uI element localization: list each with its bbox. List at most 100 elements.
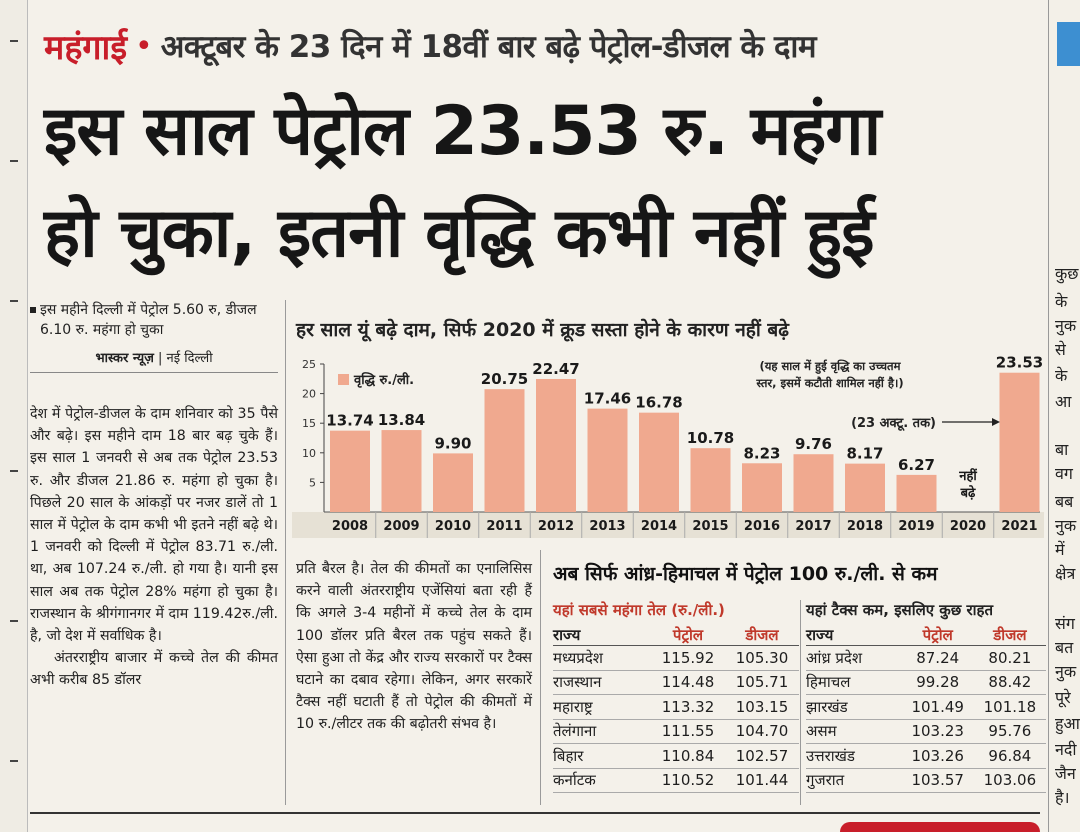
adjacent-text-fragment: वग xyxy=(1055,464,1073,483)
adjacent-text-fragment: नुक xyxy=(1055,316,1077,335)
bar-value-label: 16.78 xyxy=(635,394,682,412)
article-column-2: प्रति बैरल है। तेल की कीमतों का एनालिसिस… xyxy=(296,561,532,733)
cell-petrol: 111.55 xyxy=(661,722,715,741)
adjacent-text-fragment: संग xyxy=(1055,614,1075,633)
cell-state: मध्यप्रदेश xyxy=(553,648,604,667)
table-header-row: राज्य पेट्रोल डीजल xyxy=(806,624,1046,646)
cell-diesel: 96.84 xyxy=(988,746,1032,765)
y-tick-label: 20 xyxy=(302,388,316,401)
x-tick-label: 2021 xyxy=(1001,519,1037,534)
adjacent-text-fragment: जैन xyxy=(1055,764,1076,783)
table-row: बिहार 110.84 102.57 xyxy=(553,744,799,769)
next-story-tag xyxy=(840,822,1040,832)
x-tick-label: 2015 xyxy=(692,519,728,534)
cell-diesel: 105.71 xyxy=(735,673,789,692)
table-row: गुजरात 103.57 103.06 xyxy=(806,769,1046,793)
byline-city: नई दिल्ली xyxy=(166,351,213,366)
adjacent-text-fragment: बा xyxy=(1055,440,1069,459)
article-column-1: देश में पेट्रोल-डीजल के दाम शनिवार को 35… xyxy=(30,403,278,692)
chart-callout: (23 अक्टू. तक) xyxy=(851,416,936,431)
header-state: राज्य xyxy=(806,625,834,644)
costly-table-caption: यहां सबसे महंगा तेल (रु./ली.) xyxy=(553,601,725,619)
cell-diesel: 105.30 xyxy=(735,648,789,667)
adjacent-text-fragment: बब xyxy=(1055,492,1074,511)
bar xyxy=(381,430,422,512)
cell-state: गुजरात xyxy=(806,771,845,790)
cell-diesel: 101.44 xyxy=(735,771,789,790)
x-tick-label: 2012 xyxy=(538,519,574,534)
table-row: आंध्र प्रदेश 87.24 80.21 xyxy=(806,646,1046,671)
bar-value-label: 10.78 xyxy=(687,429,734,447)
table-row: कर्नाटक 110.52 101.44 xyxy=(553,769,799,793)
table-header-row: राज्य पेट्रोल डीजल xyxy=(553,624,799,646)
bar xyxy=(330,430,370,512)
adjacent-text-fragment: क्षेत्र xyxy=(1055,564,1076,583)
y-tick-label: 15 xyxy=(302,417,316,430)
summary-box: इस महीने दिल्ली में पेट्रोल 5.60 रु, डीज… xyxy=(30,300,278,373)
cell-state: असम xyxy=(806,722,837,741)
table-row: झारखंड 101.49 101.18 xyxy=(806,695,1046,720)
callout-arrowhead xyxy=(992,418,1000,426)
table-row: राजस्थान 114.48 105.71 xyxy=(553,671,799,695)
bar xyxy=(793,454,834,512)
cell-petrol: 103.26 xyxy=(911,746,964,765)
x-tick-label: 2014 xyxy=(641,519,677,534)
table-row: उत्तराखंड 103.26 96.84 xyxy=(806,744,1046,769)
bar-value-label: 9.90 xyxy=(434,434,471,452)
x-tick-label: 2016 xyxy=(744,519,780,534)
adjacent-text-fragment: कुछ xyxy=(1055,264,1079,283)
cell-petrol: 114.48 xyxy=(661,673,715,692)
no-increase-label: नहीं xyxy=(958,467,977,484)
x-tick-label: 2008 xyxy=(332,519,368,534)
legend-label: वृद्धि रु./ली. xyxy=(353,372,414,388)
cell-state: झारखंड xyxy=(806,697,848,716)
price-rise-bar-chart: 5 10 15 20 25 13.74 2008 13.84 2009 9.90 2010 20.75… xyxy=(292,354,1044,538)
adjacent-text-fragment: हुआ xyxy=(1055,714,1080,733)
bar-value-label: 6.27 xyxy=(898,456,935,474)
bar-value-label: 13.84 xyxy=(378,411,425,429)
header-state: राज्य xyxy=(553,625,581,644)
adjacent-text-fragment: नुक xyxy=(1055,662,1077,681)
left-margin xyxy=(0,0,28,832)
no-increase-label: बढ़े xyxy=(960,485,976,501)
page-rule xyxy=(30,812,1040,814)
kicker-label: महंगाई xyxy=(44,28,128,68)
bar xyxy=(896,474,937,512)
cell-state: बिहार xyxy=(553,746,584,765)
chart-title: हर साल यूं बढ़े दाम, सिर्फ 2020 में क्रू… xyxy=(296,319,789,341)
cell-diesel: 95.76 xyxy=(988,722,1032,741)
headline-line-1: इस साल पेट्रोल 23.53 रु. महंगा xyxy=(44,92,881,171)
byline: भास्कर न्यूज़ | नई दिल्ली xyxy=(30,348,278,373)
cell-diesel: 80.21 xyxy=(988,648,1032,667)
tables-heading: अब सिर्फ आंध्र-हिमाचल में पेट्रोल 100 रु… xyxy=(553,563,938,585)
byline-separator: | xyxy=(153,351,167,366)
bar xyxy=(433,453,473,512)
cell-state: राजस्थान xyxy=(553,673,602,692)
cell-petrol: 101.49 xyxy=(911,697,964,716)
y-tick-label: 10 xyxy=(302,447,316,460)
x-tick-label: 2010 xyxy=(435,519,471,534)
byline-agency: भास्कर न्यूज़ xyxy=(95,351,154,366)
adjacent-text-fragment: के xyxy=(1055,292,1068,311)
table-row: असम 103.23 95.76 xyxy=(806,720,1046,744)
header-petrol: पेट्रोल xyxy=(672,625,704,644)
table-row: हिमाचल 99.28 88.42 xyxy=(806,671,1046,695)
table-row: तेलंगाना 111.55 104.70 xyxy=(553,720,799,744)
bar xyxy=(845,463,885,512)
bar xyxy=(587,408,628,512)
adjacent-text-fragment: पूरे xyxy=(1055,688,1071,707)
headline-line-2: हो चुका, इतनी वृद्धि कभी नहीं हुई xyxy=(44,194,874,273)
x-tick-label: 2017 xyxy=(795,519,831,534)
x-tick-label: 2018 xyxy=(847,519,883,534)
x-tick-label: 2013 xyxy=(589,519,625,534)
cell-diesel: 102.57 xyxy=(735,746,789,765)
bar-value-label: 20.75 xyxy=(481,370,528,388)
table-row: महाराष्ट्र 113.32 103.15 xyxy=(553,695,799,720)
cell-petrol: 103.57 xyxy=(911,771,964,790)
cell-diesel: 88.42 xyxy=(988,673,1032,692)
x-axis-band xyxy=(292,512,1044,538)
adjacent-story-tag xyxy=(1057,22,1080,66)
cell-state: महाराष्ट्र xyxy=(553,697,593,716)
bar xyxy=(484,389,525,512)
chart-note: (यह साल में हुई वृद्धि का उच्चतम xyxy=(760,359,902,374)
